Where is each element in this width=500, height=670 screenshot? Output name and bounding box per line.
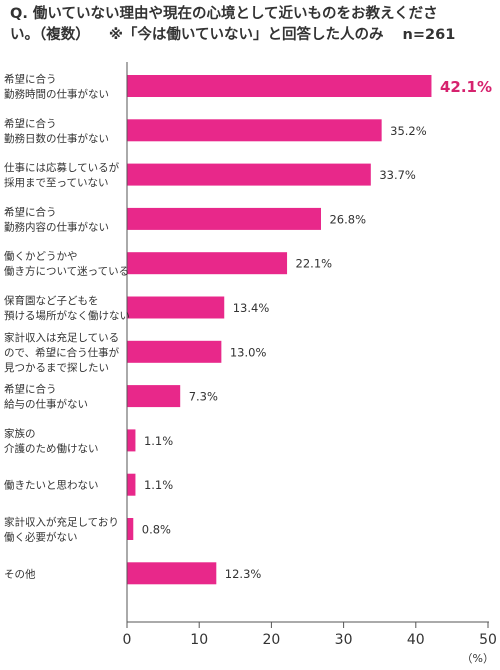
bar-6	[127, 340, 222, 363]
category-label-5-line-1: 預ける場所がなく働けない	[4, 309, 130, 322]
value-label-3: 26.8%	[329, 212, 366, 226]
category-label-1-line-1: 勤務日数の仕事がない	[4, 132, 109, 145]
bar-8	[127, 429, 136, 452]
category-label-2-line-1: 採用まで至っていない	[4, 176, 108, 189]
bar-9	[127, 473, 136, 496]
chart-title: Q. 働いていない理由や現在の心境として近いものをお教えくださ い。（複数） ※…	[10, 4, 494, 46]
value-label-4: 22.1%	[296, 257, 333, 271]
category-label-1-line-0: 希望に合う	[4, 117, 57, 130]
title-line-2: い。（複数） ※「今は働いていない」と回答した人のみ n=261	[10, 25, 494, 46]
bar-7	[127, 385, 181, 408]
title-respondent-note: ※「今は働いていない」と回答した人のみ	[108, 27, 384, 43]
category-label-0: 希望に合う勤務時間の仕事がない	[4, 73, 109, 101]
value-label-0: 42.1%	[440, 78, 492, 96]
category-label-9: 働きたいと思わない	[4, 479, 99, 492]
x-tick-label-10: 10	[190, 632, 208, 648]
x-axis-unit: （%）	[462, 652, 494, 665]
category-label-10-line-0: 家計収入が充足しており	[4, 516, 119, 529]
category-label-6-line-2: 見つかるまで探したい	[4, 361, 109, 374]
value-label-2: 33.7%	[379, 168, 416, 182]
bar-3	[127, 207, 321, 230]
category-label-3-line-1: 勤務内容の仕事がない	[4, 220, 109, 233]
x-tick-label-30: 30	[335, 632, 353, 648]
category-label-4-line-0: 働くかどうかや	[4, 250, 78, 263]
bar-5	[127, 296, 225, 319]
title-multiple-note: い。（複数）	[10, 27, 90, 43]
bar-4	[127, 252, 288, 275]
category-label-8-line-1: 介護のため働けない	[4, 442, 99, 455]
category-label-7-line-0: 希望に合う	[4, 383, 57, 396]
title-sample-size: n=261	[402, 27, 456, 43]
value-label-8: 1.1%	[144, 434, 173, 448]
x-tick-label-0: 0	[123, 632, 132, 648]
bar-0	[127, 75, 432, 97]
category-label-2: 仕事には応募しているが採用まで至っていない	[4, 161, 120, 189]
value-label-7: 7.3%	[189, 390, 218, 404]
x-tick-label-40: 40	[407, 632, 425, 648]
value-label-11: 12.3%	[225, 567, 262, 581]
category-label-9-line-0: 働きたいと思わない	[4, 479, 99, 492]
category-label-3: 希望に合う勤務内容の仕事がない	[4, 205, 109, 233]
value-label-9: 1.1%	[144, 478, 173, 492]
category-label-8: 家族の介護のため働けない	[4, 427, 99, 455]
category-label-6: 家計収入は充足しているので、希望に合う仕事が見つかるまで探したい	[4, 331, 120, 374]
category-label-10: 家計収入が充足しており働く必要がない	[4, 516, 119, 544]
category-label-7-line-1: 給与の仕事がない	[4, 398, 88, 411]
x-tick-label-50: 50	[479, 632, 497, 648]
value-label-1: 35.2%	[390, 124, 427, 138]
category-label-2-line-0: 仕事には応募しているが	[4, 161, 120, 174]
bar-10	[127, 518, 134, 540]
category-label-11: その他	[4, 567, 36, 580]
bar-2	[127, 163, 371, 186]
value-label-10: 0.8%	[142, 523, 171, 537]
category-label-10-line-1: 働く必要がない	[4, 531, 78, 544]
bar-11	[127, 562, 217, 585]
category-label-5-line-0: 保育園など子どもを	[4, 294, 99, 307]
category-label-11-line-0: その他	[4, 567, 36, 580]
category-label-5: 保育園など子どもを預ける場所がなく働けない	[4, 294, 130, 322]
value-label-6: 13.0%	[230, 345, 267, 359]
category-label-8-line-0: 家族の	[4, 427, 36, 440]
category-label-4: 働くかどうかや働き方について迷っている	[4, 250, 129, 278]
x-tick-label-20: 20	[262, 632, 280, 648]
title-line-1: Q. 働いていない理由や現在の心境として近いものをお教えくださ	[10, 6, 438, 22]
category-label-3-line-0: 希望に合う	[4, 205, 57, 218]
category-label-0-line-1: 勤務時間の仕事がない	[4, 88, 109, 101]
category-label-4-line-1: 働き方について迷っている	[4, 265, 129, 278]
category-label-6-line-0: 家計収入は充足している	[4, 331, 119, 344]
category-label-6-line-1: ので、希望に合う仕事が	[4, 346, 120, 359]
category-label-0-line-0: 希望に合う	[4, 73, 57, 86]
bar-1	[127, 119, 382, 142]
value-label-5: 13.4%	[233, 301, 270, 315]
category-label-1: 希望に合う勤務日数の仕事がない	[4, 117, 109, 145]
category-label-7: 希望に合う給与の仕事がない	[4, 383, 88, 411]
